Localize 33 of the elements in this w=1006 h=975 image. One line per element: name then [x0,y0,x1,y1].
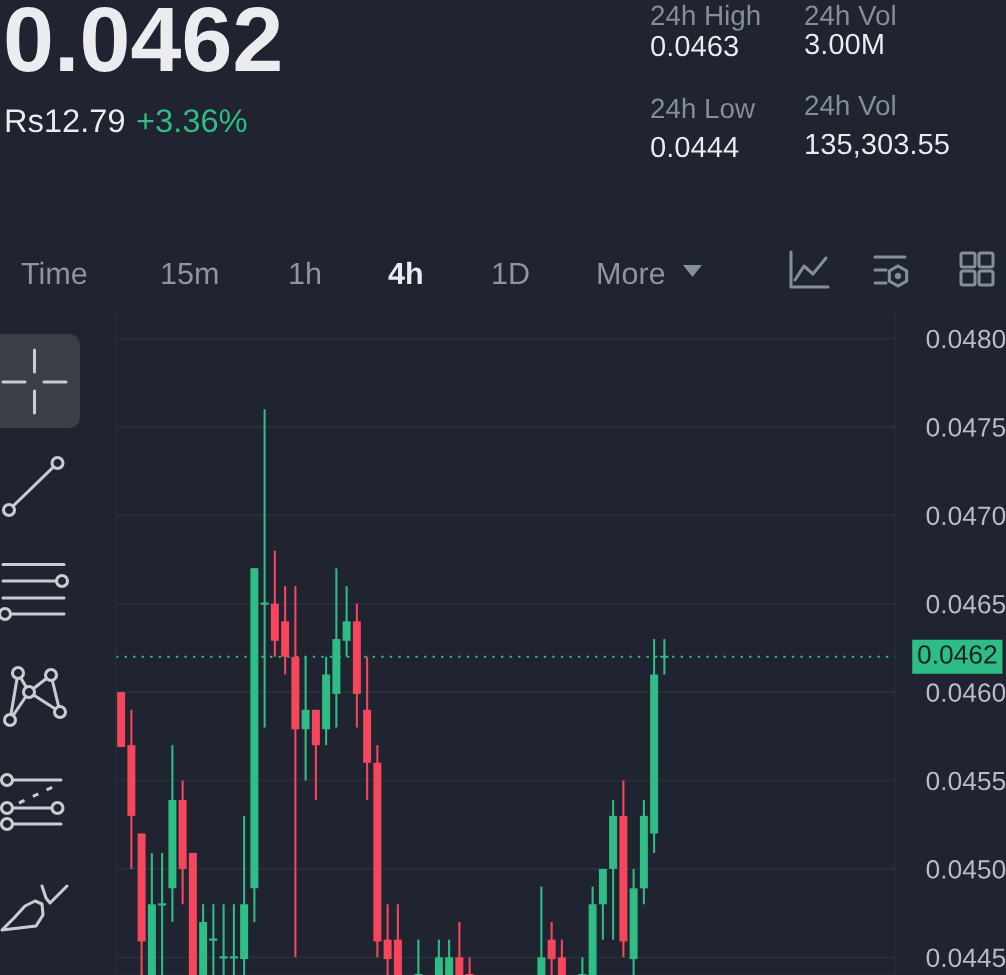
text: 0.0462 [6,6,280,72]
text: 15m [162,262,218,285]
candlestick [445,938,454,975]
y-tick-label: 0.0460 [926,683,1006,702]
text: 24h Low [651,97,756,119]
text: 4h [388,261,422,284]
ref-line-label: 0.0462 [918,645,997,664]
text: +3.36% [137,109,247,133]
candlestick [434,938,443,975]
text: 24h Vol [805,94,895,116]
text: 24h Vol [805,4,895,26]
candlestick [537,885,546,975]
text: 24h High [651,4,760,31]
text: Rs12.79 [6,109,125,133]
text: 135,303.55 [806,133,949,158]
text: Time [21,261,87,285]
y-tick-label: 0.0445 [926,948,1006,968]
y-tick-label: 0.0480 [926,329,1006,349]
y-tick-label: 0.0455 [926,771,1006,791]
candlestick [547,920,556,975]
y-tick-label: 0.0465 [926,594,1006,614]
text: More [598,262,665,285]
text: 0.0444 [651,136,739,158]
y-tick-label: 0.0450 [926,860,1006,879]
text: 1D [493,262,529,284]
text: 3.00M [805,33,883,55]
candlestick [383,903,392,975]
text: 0.0463 [651,35,738,57]
y-tick-label: 0.0475 [926,418,1006,437]
text: 1h [290,261,320,284]
candlestick [557,938,566,975]
candlestick [455,920,464,975]
y-tick-label: 0.0470 [926,506,1006,526]
